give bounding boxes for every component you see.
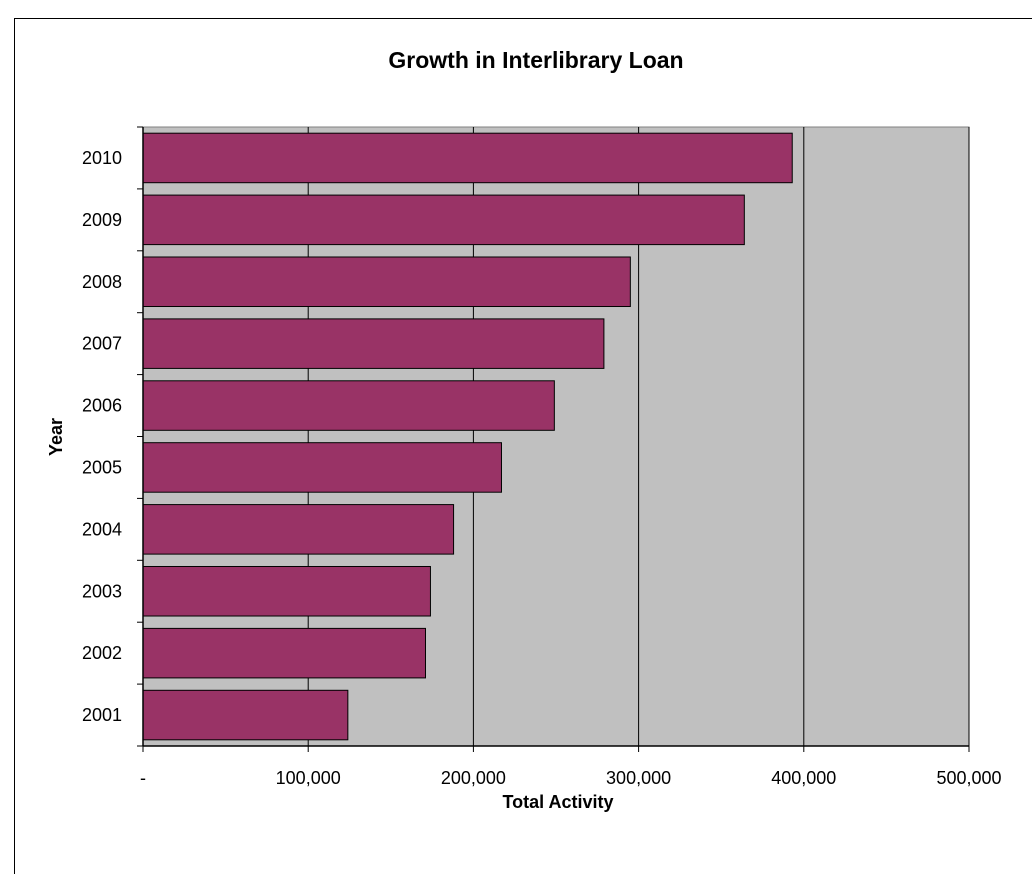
bar-2010: [142, 132, 793, 184]
y-tick-label: 2009: [82, 210, 122, 230]
chart-title: Growth in Interlibrary Loan: [388, 47, 683, 73]
y-axis-title: Year: [46, 418, 66, 456]
bar-2006: [142, 380, 555, 431]
x-tick-label: 100,000: [276, 768, 341, 788]
bar-2004: [142, 504, 455, 555]
bar-2002: [142, 627, 426, 679]
bar-2007: [142, 318, 605, 369]
x-axis-title: Total Activity: [502, 792, 613, 812]
y-tick-label: 2008: [82, 272, 122, 292]
y-tick-label: 2001: [82, 705, 122, 725]
bar-2008: [142, 256, 631, 308]
y-tick-label: 2007: [82, 334, 122, 354]
bar-2001: [142, 689, 349, 741]
x-tick-label: -: [140, 768, 146, 788]
y-tick-label: 2005: [82, 457, 122, 477]
y-tick-label: 2006: [82, 396, 122, 416]
x-tick-label: 200,000: [441, 768, 506, 788]
x-tick-label: 400,000: [771, 768, 836, 788]
x-tick-label: 500,000: [936, 768, 1001, 788]
x-tick-label: 300,000: [606, 768, 671, 788]
bar-2003: [142, 565, 431, 617]
y-tick-label: 2002: [82, 643, 122, 663]
y-tick-label: 2003: [82, 581, 122, 601]
y-tick-label: 2010: [82, 148, 122, 168]
y-tick-label: 2004: [82, 519, 122, 539]
bar-2009: [142, 194, 745, 246]
bar-2005: [142, 442, 502, 493]
